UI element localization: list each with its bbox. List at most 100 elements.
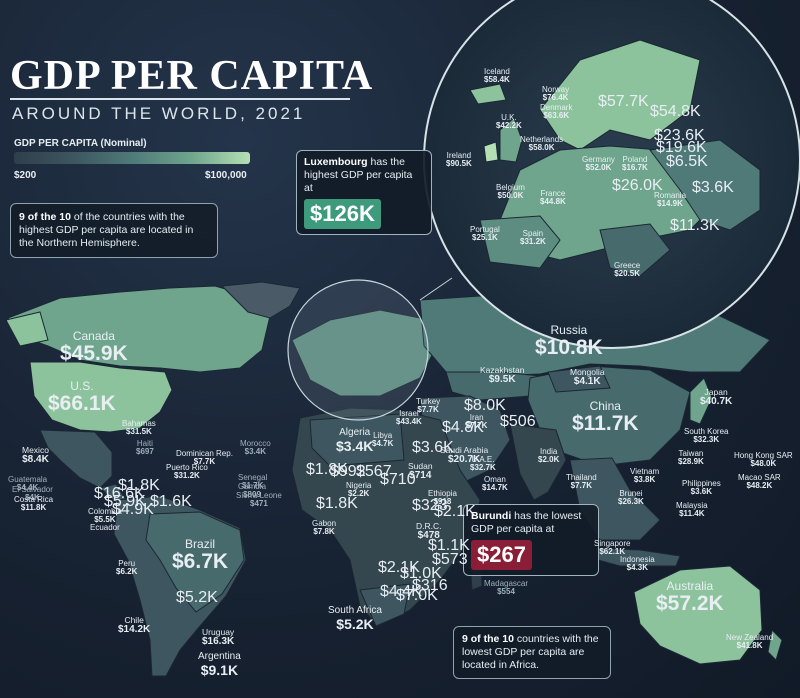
country-label: Iran $7.7K [466, 413, 488, 431]
country-value: $1.1K [428, 537, 470, 554]
country-label: New Zealand $41.8K [726, 633, 774, 651]
inset-eastern [649, 139, 761, 231]
country-value: $1.8K [306, 461, 348, 478]
connector-line [419, 277, 453, 301]
mongolia-shape [547, 365, 611, 393]
country-value: $992 [330, 463, 366, 480]
country-value: $316 [412, 577, 448, 594]
country-label: U.K. $42.2K [496, 113, 522, 131]
country-value: $6.5K [666, 153, 708, 170]
callout-africa-text: countries with the lowest GDP per capita… [462, 633, 599, 671]
country-label: Mexico $8.4K [22, 445, 49, 465]
canada-shape [7, 285, 271, 373]
country-label: Philippines $3.6K [682, 479, 721, 497]
lux-name: Luxembourg [304, 156, 368, 168]
country-label: Belgium $50.0K [496, 183, 525, 201]
country-value: $4.8K [442, 419, 484, 436]
country-label: Turkey $7.7K [416, 397, 441, 415]
country-value: $506 [500, 413, 536, 430]
country-value: $4.9K [112, 501, 154, 518]
brazil-shape [145, 511, 245, 613]
country-label: Nigeria $2.2K [346, 481, 372, 499]
country-label: Morocco $3.4K [240, 439, 271, 457]
country-label: Indonesia $4.3K [620, 555, 655, 573]
country-label: Senegal $1.7K [238, 473, 268, 491]
south-africa-shape [359, 583, 411, 627]
burundi-callout: Burundi has the lowest GDP per capita at… [463, 504, 599, 576]
country-value: $5.9K [104, 493, 146, 510]
country-label: Peru $6.2K [116, 559, 138, 577]
country-label: Bahamas $31.5K [122, 419, 156, 437]
japan-shape [689, 377, 713, 425]
country-value: $4.4K [380, 583, 422, 600]
country-label: Iceland $58.4K [484, 67, 510, 85]
title-rule [10, 98, 350, 100]
country-label: France $44.8K [540, 189, 566, 207]
country-label: South Korea $32.3K [684, 427, 729, 445]
europe-focus-ring [287, 279, 429, 421]
country-label: El Salvador $4K [12, 485, 53, 503]
northern-hemisphere-callout: 9 of the 10 of the countries with the hi… [10, 203, 218, 258]
us-shape [29, 361, 173, 433]
country-label: Gambia $809 [238, 482, 267, 500]
africa-callout: 9 of the 10 countries with the lowest GD… [453, 626, 611, 679]
country-label: Australia $57.2K [656, 579, 724, 615]
country-label: Brazil $6.7K [172, 537, 229, 573]
country-value: $2.1K [378, 559, 420, 576]
country-label: Ethiopia $918 [428, 489, 457, 507]
inset-iceland [469, 83, 507, 105]
inset-uk [499, 117, 523, 163]
page-subtitle: AROUND THE WORLD, 2021 [12, 104, 306, 123]
inset-scandinavia [539, 39, 701, 151]
country-value: $573 [432, 551, 468, 568]
country-label: Malaysia $11.4K [676, 501, 708, 519]
legend-color-scale [14, 152, 250, 164]
country-value: $323 [412, 497, 448, 514]
country-value: $11.3K [670, 217, 720, 234]
mexico-shape [39, 429, 113, 489]
country-value: $1.8K [316, 495, 358, 512]
country-label: Libya $4.7K [372, 431, 394, 449]
bur-text: has the lowest GDP per capita at [471, 510, 582, 535]
country-label: Haiti $697 [136, 439, 154, 457]
country-label: Colombia $5.5K [88, 507, 122, 525]
callout-north-text: of the countries with the highest GDP pe… [19, 211, 194, 249]
country-label: Singapore $62.1K [594, 539, 631, 557]
new-zealand-shape [767, 628, 783, 661]
country-label: India $2.0K [538, 447, 560, 465]
country-label: China $11.7K [572, 399, 639, 435]
country-label: Israel $43.4K [396, 409, 422, 427]
country-label: Gabon $7.8K [312, 519, 337, 537]
country-value: $1.6K [150, 493, 192, 510]
country-label: Macao SAR $48.2K [738, 473, 781, 491]
country-label: Denmark $63.6K [540, 103, 573, 121]
country-value: $5.2K [176, 589, 218, 606]
country-value: $8.0K [464, 397, 506, 414]
country-label: Portugal $25.1K [470, 225, 500, 243]
country-label: Kazakhstan $9.5K [480, 365, 525, 385]
country-value: $3.6K [692, 179, 734, 196]
country-label: Costa Rica $11.8K [14, 495, 54, 513]
country-label: Chile $14.2K [118, 615, 151, 635]
country-value: $57.7K [598, 93, 649, 110]
country-label: Madagascar $554 [484, 579, 529, 597]
country-label: Ireland $90.5K [446, 151, 472, 169]
country-value: $3.6K [412, 439, 454, 456]
inset-balkans [599, 223, 671, 277]
country-value: $710 [380, 471, 416, 488]
country-label: Mongolia $4.1K [570, 367, 605, 387]
country-label: Norway $76.4K [542, 85, 570, 103]
country-label: Ecuador [90, 523, 120, 532]
country-label: Sudan $714 [408, 461, 433, 481]
country-label: Guatemala $4.4K [8, 475, 48, 493]
country-label: Germany $52.0K [582, 155, 615, 173]
country-label: Poland $16.7K [622, 155, 648, 173]
country-label: Russia $10.8K [535, 323, 603, 359]
europe-shape [291, 309, 441, 397]
callout-north-bold: 9 of the 10 [19, 211, 71, 223]
bur-name: Burundi [471, 510, 512, 522]
country-label: Oman $14.7K [482, 475, 508, 493]
country-label: Dominican Rep. $7.7K [176, 449, 233, 467]
country-label: Brunei $26.3K [618, 489, 644, 507]
